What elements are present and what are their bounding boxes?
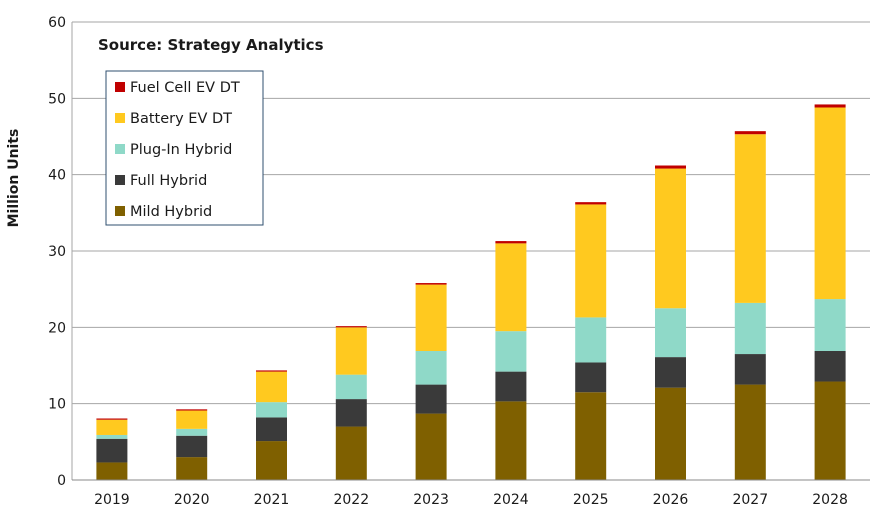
bar-plug-in-hybrid-2021 (256, 402, 287, 418)
bar-battery-ev-dt-2023 (415, 284, 447, 351)
x-tick-label: 2028 (812, 492, 848, 508)
legend-label: Fuel Cell EV DT (130, 80, 240, 96)
bars (96, 104, 846, 480)
bar-plug-in-hybrid-2028 (814, 299, 846, 351)
bar-fuel-cell-ev-dt-2021 (256, 370, 287, 372)
bar-mild-hybrid-2021 (256, 441, 287, 480)
y-axis-label: Million Units (6, 129, 22, 228)
source-note: Source: Strategy Analytics (98, 36, 324, 54)
bar-full-hybrid-2025 (575, 362, 607, 393)
y-tick-label: 60 (48, 15, 66, 31)
bar-battery-ev-dt-2019 (96, 419, 128, 435)
bar-full-hybrid-2026 (655, 357, 686, 388)
bar-full-hybrid-2023 (415, 384, 447, 414)
y-tick-label: 0 (57, 473, 66, 489)
y-tick-label: 20 (48, 320, 66, 336)
bar-plug-in-hybrid-2022 (335, 374, 367, 400)
x-tick-label: 2025 (573, 492, 609, 508)
legend-swatch (115, 82, 125, 92)
bar-full-hybrid-2020 (176, 435, 208, 458)
bar-battery-ev-dt-2021 (256, 371, 287, 403)
bar-fuel-cell-ev-dt-2026 (655, 165, 686, 169)
bar-mild-hybrid-2020 (176, 457, 208, 480)
bar-full-hybrid-2019 (96, 438, 128, 463)
bar-battery-ev-dt-2022 (335, 327, 367, 375)
bar-plug-in-hybrid-2023 (415, 350, 447, 385)
bar-plug-in-hybrid-2020 (176, 428, 208, 436)
bar-fuel-cell-ev-dt-2027 (734, 131, 766, 135)
bar-full-hybrid-2022 (335, 399, 367, 427)
x-tick-label: 2022 (333, 492, 369, 508)
bar-fuel-cell-ev-dt-2024 (495, 241, 527, 244)
y-tick-label: 50 (48, 91, 66, 107)
legend-swatch (115, 113, 125, 123)
x-tick-label: 2027 (732, 492, 768, 508)
bar-fuel-cell-ev-dt-2019 (96, 418, 128, 420)
x-tick-label: 2020 (174, 492, 210, 508)
bar-mild-hybrid-2022 (335, 426, 367, 480)
bar-full-hybrid-2024 (495, 371, 527, 402)
bar-fuel-cell-ev-dt-2020 (176, 409, 208, 411)
bar-battery-ev-dt-2025 (575, 204, 607, 318)
bar-plug-in-hybrid-2026 (655, 308, 686, 358)
legend-label: Plug-In Hybrid (130, 142, 232, 158)
bar-fuel-cell-ev-dt-2025 (575, 202, 607, 205)
bar-battery-ev-dt-2024 (495, 243, 527, 332)
bar-fuel-cell-ev-dt-2022 (335, 326, 367, 328)
legend-box (105, 70, 264, 226)
legend: Fuel Cell EV DT Battery EV DT Plug-In Hybr… (105, 70, 264, 226)
y-tick-label: 40 (48, 168, 66, 184)
y-tick-labels: 0 10 20 30 40 50 60 (48, 15, 66, 489)
legend-label: Full Hybrid (130, 173, 207, 189)
bar-battery-ev-dt-2028 (814, 107, 846, 300)
bar-mild-hybrid-2026 (655, 387, 686, 480)
bar-full-hybrid-2028 (814, 350, 846, 382)
legend-label: Battery EV DT (130, 111, 232, 127)
bar-plug-in-hybrid-2024 (495, 331, 527, 372)
bar-fuel-cell-ev-dt-2028 (814, 104, 846, 108)
y-tick-label: 30 (48, 244, 66, 260)
legend-swatch (115, 144, 125, 154)
bar-battery-ev-dt-2020 (176, 410, 208, 429)
legend-swatch (115, 175, 125, 185)
bar-mild-hybrid-2025 (575, 392, 607, 480)
bar-plug-in-hybrid-2019 (96, 434, 128, 439)
y-tick-label: 10 (48, 397, 66, 413)
legend-label: Mild Hybrid (130, 204, 212, 220)
bar-battery-ev-dt-2027 (734, 134, 766, 303)
bar-full-hybrid-2027 (734, 354, 766, 385)
bar-mild-hybrid-2027 (734, 384, 766, 480)
bar-battery-ev-dt-2026 (655, 168, 686, 309)
bar-mild-hybrid-2023 (415, 413, 447, 480)
bar-plug-in-hybrid-2025 (575, 317, 607, 363)
bar-mild-hybrid-2024 (495, 401, 527, 480)
bar-plug-in-hybrid-2027 (734, 302, 766, 355)
x-tick-label: 2021 (254, 492, 290, 508)
bar-fuel-cell-ev-dt-2023 (415, 283, 447, 285)
bar-mild-hybrid-2028 (814, 381, 846, 480)
legend-swatch (115, 206, 125, 216)
x-tick-label: 2019 (94, 492, 130, 508)
legend-items: Fuel Cell EV DT Battery EV DT Plug-In Hybr… (115, 80, 240, 220)
x-tick-labels: 2019 2020 2021 2022 2023 2024 2025 2026 2027 2028 (94, 492, 848, 508)
x-tick-label: 2024 (493, 492, 529, 508)
x-tick-label: 2026 (653, 492, 689, 508)
bar-full-hybrid-2021 (256, 417, 287, 442)
x-tick-label: 2023 (413, 492, 449, 508)
bar-mild-hybrid-2019 (96, 462, 128, 480)
